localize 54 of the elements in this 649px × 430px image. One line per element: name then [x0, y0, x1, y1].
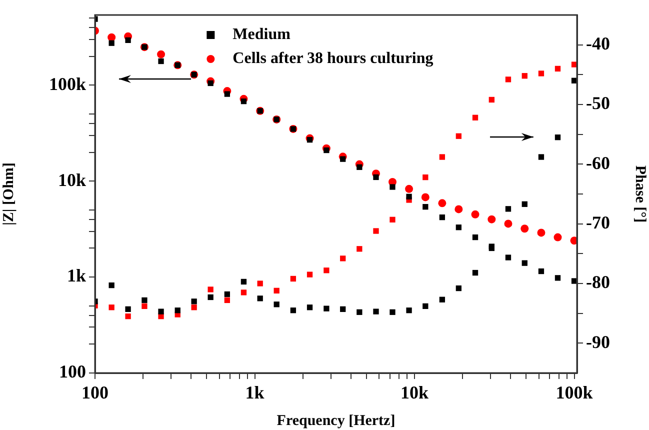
point: [405, 184, 414, 193]
point: [406, 194, 412, 200]
y2-tick-label: -40: [586, 33, 610, 54]
point: [454, 205, 463, 214]
point: [306, 136, 313, 143]
point: [520, 224, 529, 233]
point: [472, 234, 478, 240]
y2-tick-label: -50: [586, 93, 610, 114]
point: [438, 199, 446, 208]
y2-tick-label: -80: [586, 272, 610, 292]
point: [571, 278, 577, 284]
point: [537, 228, 546, 237]
point: [422, 204, 428, 210]
y-tick-label: 100: [59, 362, 86, 382]
point: [504, 220, 512, 228]
point: [522, 260, 528, 266]
point: [125, 37, 131, 44]
point: [456, 224, 462, 230]
legend-label: Cells after 38 hours culturing: [232, 50, 434, 68]
y-tick-label: 10k: [58, 170, 86, 190]
x-tick-label: 1k: [245, 382, 264, 402]
point: [224, 91, 230, 97]
y2-tick-label: -60: [586, 152, 610, 173]
x-tick-label: 100: [82, 382, 108, 402]
y2-axis-title: Phase [°]: [632, 165, 648, 223]
point: [554, 233, 562, 242]
y-tick-label: 1k: [66, 266, 86, 286]
point: [471, 210, 480, 218]
point: [157, 50, 166, 58]
point: [421, 193, 430, 202]
point: [373, 174, 379, 180]
point: [240, 98, 247, 104]
point: [554, 275, 561, 281]
point: [324, 147, 330, 154]
y-tick-label: 100k: [48, 74, 86, 94]
legend-label: Medium: [232, 26, 292, 44]
point: [505, 254, 512, 260]
x-axis-title: Frequency [Hertz]: [276, 412, 396, 429]
point: [488, 215, 496, 224]
point: [439, 214, 446, 220]
point: [208, 80, 214, 86]
point: [356, 164, 362, 170]
point: [390, 184, 396, 190]
x-tick-label: 10k: [400, 382, 429, 402]
point: [340, 156, 346, 162]
y2-tick-label: -90: [586, 332, 610, 352]
y2-tick-label: -70: [586, 212, 610, 232]
x-tick-label: 100k: [556, 382, 593, 402]
point: [108, 40, 114, 46]
point: [538, 268, 544, 274]
point: [108, 33, 116, 42]
y-axis-title: |Z| [Ohm]: [0, 162, 17, 226]
point: [570, 236, 577, 245]
point: [158, 58, 164, 64]
